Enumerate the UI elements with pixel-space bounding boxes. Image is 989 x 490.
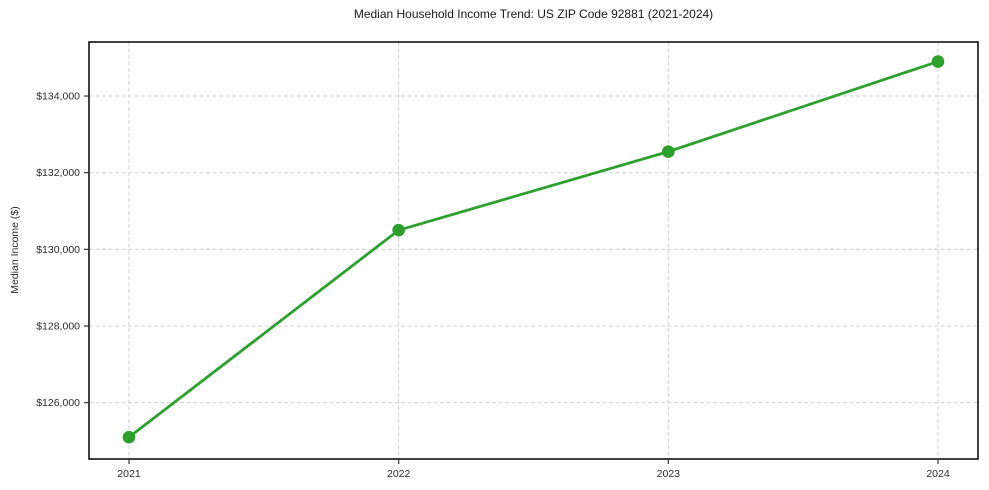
chart-title: Median Household Income Trend: US ZIP Co… — [353, 7, 714, 21]
y-tick-label: $134,000 — [36, 91, 80, 103]
data-point — [662, 145, 675, 158]
data-point — [122, 430, 136, 444]
trend-line — [127, 60, 940, 439]
plot-frame — [88, 41, 979, 460]
data-point — [392, 223, 405, 237]
y-tick-label: $132,000 — [36, 167, 80, 179]
y-tick-label: $128,000 — [36, 321, 80, 333]
y-tick-label: $126,000 — [36, 397, 80, 409]
y-tick-label: $130,000 — [36, 244, 80, 256]
x-tick-label: 2024 — [926, 468, 950, 480]
x-tick-label: 2022 — [387, 468, 411, 480]
x-tick-label: 2021 — [117, 468, 141, 480]
x-tick-label: 2023 — [657, 468, 681, 480]
data-point — [931, 55, 945, 68]
